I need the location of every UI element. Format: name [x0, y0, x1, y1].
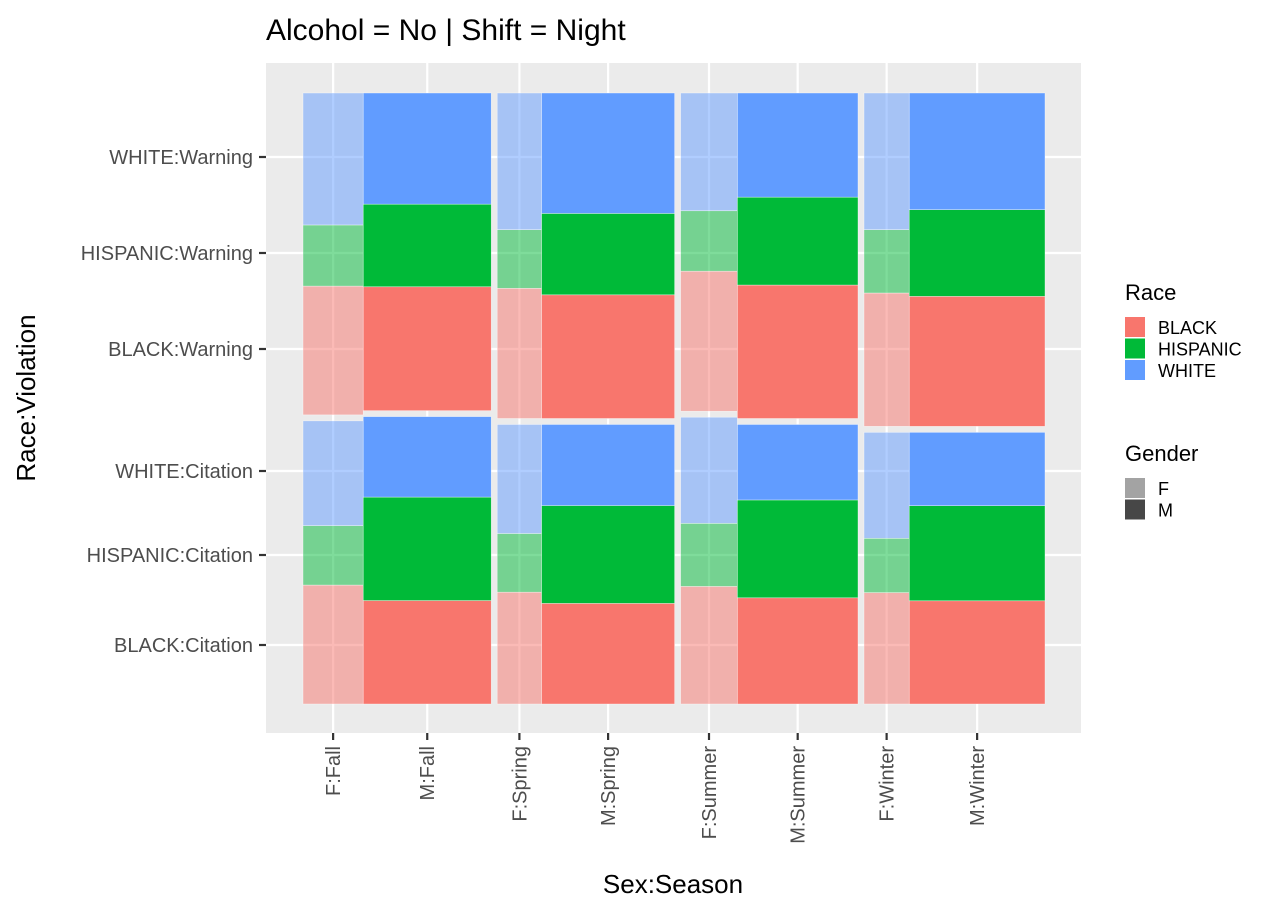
chart-title: Alcohol = No | Shift = Night — [266, 14, 626, 47]
y-tick-label-4: HISPANIC:Warning — [81, 243, 253, 265]
tile-F-fall-citation-2 — [302, 420, 364, 526]
tile-F-fall-citation-1 — [302, 525, 364, 586]
x-axis: F:Fall M:Fall F:Spring M:Spring F:Summer M:Su… — [323, 733, 989, 844]
tile-M-spring-citation-2 — [541, 424, 675, 506]
tile-F-spring-warning-2 — [496, 92, 542, 231]
tile-F-summer-warning-1 — [680, 210, 738, 272]
legend-race-label-white: WHITE — [1158, 361, 1216, 381]
tile-M-summer-warning-1 — [737, 196, 859, 286]
legend-race-title: Race — [1125, 280, 1176, 305]
tile-F-summer-warning-2 — [680, 92, 738, 212]
tile-F-winter-warning-0 — [863, 292, 910, 427]
tile-F-fall-warning-2 — [302, 92, 364, 226]
legend-race-key-hispanic — [1125, 338, 1145, 359]
legend-gender-key-f — [1125, 478, 1145, 498]
tile-M-spring-citation-0 — [541, 603, 675, 705]
tile-F-winter-warning-1 — [863, 229, 910, 294]
tile-F-winter-citation-2 — [863, 432, 910, 539]
legend-race-label-black: BLACK — [1158, 318, 1217, 338]
tile-F-summer-warning-0 — [680, 270, 738, 412]
tile-M-summer-warning-0 — [737, 284, 859, 419]
tile-M-spring-warning-0 — [541, 294, 675, 419]
legend-race-label-hispanic: HISPANIC — [1158, 340, 1242, 360]
tile-F-winter-warning-2 — [863, 92, 910, 230]
tile-F-fall-warning-1 — [302, 224, 364, 287]
tile-M-fall-warning-2 — [362, 92, 492, 205]
tile-F-spring-citation-2 — [496, 424, 542, 534]
x-tick-label-5: M:Summer — [788, 746, 810, 844]
y-tick-label-1: HISPANIC:Citation — [87, 545, 253, 567]
tile-M-winter-citation-2 — [908, 432, 1046, 506]
tile-M-fall-warning-1 — [362, 203, 492, 288]
tile-M-summer-warning-2 — [737, 92, 859, 198]
y-tick-label-0: BLACK:Citation — [114, 635, 253, 657]
y-axis: BLACK:Citation HISPANIC:Citation WHITE:Cit… — [81, 147, 266, 657]
x-tick-label-1: M:Fall — [417, 746, 439, 800]
tile-F-summer-citation-1 — [680, 523, 738, 587]
legend-race-key-black — [1125, 317, 1145, 337]
tile-F-summer-citation-2 — [680, 416, 738, 524]
tile-M-winter-warning-1 — [908, 209, 1046, 297]
tile-M-winter-citation-1 — [908, 505, 1046, 602]
x-tick-label-2: F:Spring — [509, 746, 531, 822]
tile-F-fall-citation-0 — [302, 584, 364, 705]
tile-M-spring-warning-1 — [541, 213, 675, 296]
tile-F-winter-citation-0 — [863, 592, 910, 705]
y-tick-label-3: BLACK:Warning — [108, 339, 253, 361]
tile-F-fall-warning-0 — [302, 285, 364, 416]
tile-M-summer-citation-0 — [737, 597, 859, 705]
x-tick-label-6: F:Winter — [877, 746, 899, 822]
tile-M-fall-warning-0 — [362, 286, 492, 411]
tile-M-fall-citation-2 — [362, 416, 492, 498]
tile-M-summer-citation-2 — [737, 424, 859, 501]
y-tick-label-2: WHITE:Citation — [115, 461, 253, 483]
y-axis-title: Race:Violation — [11, 314, 41, 481]
y-tick-label-5: WHITE:Warning — [109, 147, 253, 169]
x-axis-title: Sex:Season — [603, 869, 743, 899]
x-tick-label-0: F:Fall — [323, 746, 345, 796]
tile-F-spring-citation-1 — [496, 533, 542, 593]
mosaic-tiles — [302, 92, 1046, 705]
legend-gender-label-f: F — [1158, 479, 1169, 499]
tile-M-fall-citation-1 — [362, 496, 492, 601]
legend-gender-key-m — [1125, 499, 1145, 520]
tile-F-spring-warning-0 — [496, 287, 542, 419]
legend-race-key-white — [1125, 360, 1145, 380]
tile-M-spring-warning-2 — [541, 92, 675, 214]
x-tick-label-3: M:Spring — [598, 746, 620, 826]
legend-gender-title: Gender — [1125, 441, 1198, 466]
legend-gender-label-m: M — [1158, 501, 1173, 521]
tile-M-spring-citation-1 — [541, 505, 675, 604]
tile-F-spring-citation-0 — [496, 591, 542, 705]
x-tick-label-4: F:Summer — [699, 746, 721, 840]
tile-M-fall-citation-0 — [362, 600, 492, 705]
tile-M-summer-citation-1 — [737, 499, 859, 599]
tile-M-winter-warning-0 — [908, 296, 1046, 427]
tile-F-winter-citation-1 — [863, 537, 910, 593]
tile-M-winter-warning-2 — [908, 92, 1046, 210]
tile-M-winter-citation-0 — [908, 600, 1046, 705]
x-tick-label-7: M:Winter — [967, 746, 989, 826]
tile-F-summer-citation-0 — [680, 586, 738, 705]
tile-F-spring-warning-1 — [496, 229, 542, 289]
